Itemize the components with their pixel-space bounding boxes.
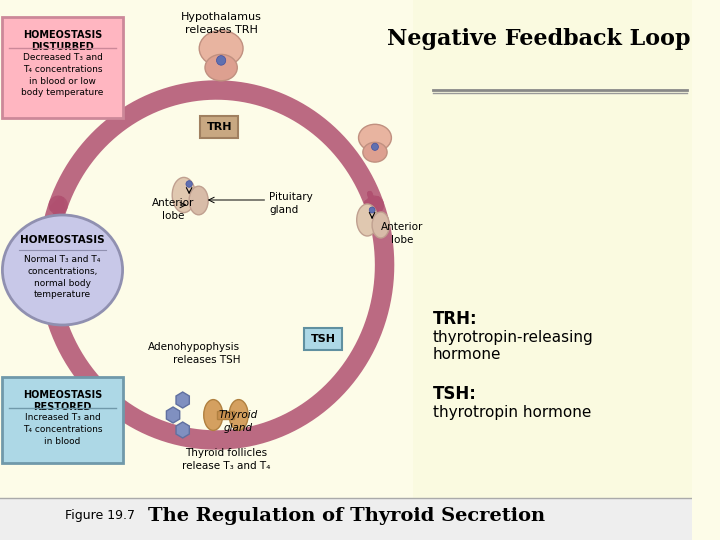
Text: thyrotropin hormone: thyrotropin hormone [433,405,591,420]
Circle shape [186,181,192,187]
Ellipse shape [172,178,195,213]
FancyBboxPatch shape [2,377,123,463]
FancyBboxPatch shape [0,0,692,500]
Text: Increased T₃ and
T₄ concentrations
in blood: Increased T₃ and T₄ concentrations in bl… [23,413,102,446]
Text: TSH:: TSH: [433,385,477,403]
Text: Anterior
lobe: Anterior lobe [381,222,423,245]
Ellipse shape [359,124,392,151]
Ellipse shape [229,400,248,430]
Bar [217,410,235,420]
Circle shape [217,56,226,65]
Text: Decreased T₃ and
T₄ concentrations
in blood or low
body temperature: Decreased T₃ and T₄ concentrations in bl… [22,53,104,97]
FancyBboxPatch shape [304,328,342,350]
Text: HOMEOSTASIS
DISTURBED: HOMEOSTASIS DISTURBED [23,30,102,52]
Bar [0,498,692,540]
Text: Figure 19.7: Figure 19.7 [66,510,135,523]
Ellipse shape [363,143,387,162]
Ellipse shape [356,204,378,236]
Text: HOMEOSTASIS
RESTORED: HOMEOSTASIS RESTORED [23,390,102,413]
Ellipse shape [199,30,243,66]
Text: Negative Feedback Loop: Negative Feedback Loop [387,28,690,50]
FancyBboxPatch shape [413,0,692,498]
Text: TSH: TSH [310,334,336,344]
Text: Pituitary
gland: Pituitary gland [269,192,313,215]
Text: thyrotropin-releasing
hormone: thyrotropin-releasing hormone [433,330,593,362]
Text: TRH:: TRH: [433,310,477,328]
Circle shape [372,143,379,151]
Ellipse shape [189,186,208,215]
FancyBboxPatch shape [200,116,238,138]
Circle shape [369,207,375,213]
Ellipse shape [205,55,238,81]
Text: TRH: TRH [207,122,232,132]
FancyBboxPatch shape [2,17,123,118]
Text: Thyroid follicles
release T₃ and T₄: Thyroid follicles release T₃ and T₄ [181,448,270,471]
Text: Adenohypophysis
releases TSH: Adenohypophysis releases TSH [148,342,240,365]
Ellipse shape [372,212,390,238]
Text: Anterior
lobe: Anterior lobe [152,198,194,221]
Ellipse shape [204,400,222,430]
Text: Normal T₃ and T₄
concentrations,
normal body
temperature: Normal T₃ and T₄ concentrations, normal … [24,255,101,299]
Text: HOMEOSTASIS: HOMEOSTASIS [20,235,105,245]
Text: Thyroid
gland: Thyroid gland [219,410,258,433]
Ellipse shape [2,215,122,325]
Text: The Regulation of Thyroid Secretion: The Regulation of Thyroid Secretion [148,507,545,525]
Text: Hypothalamus
releases TRH: Hypothalamus releases TRH [181,12,261,35]
